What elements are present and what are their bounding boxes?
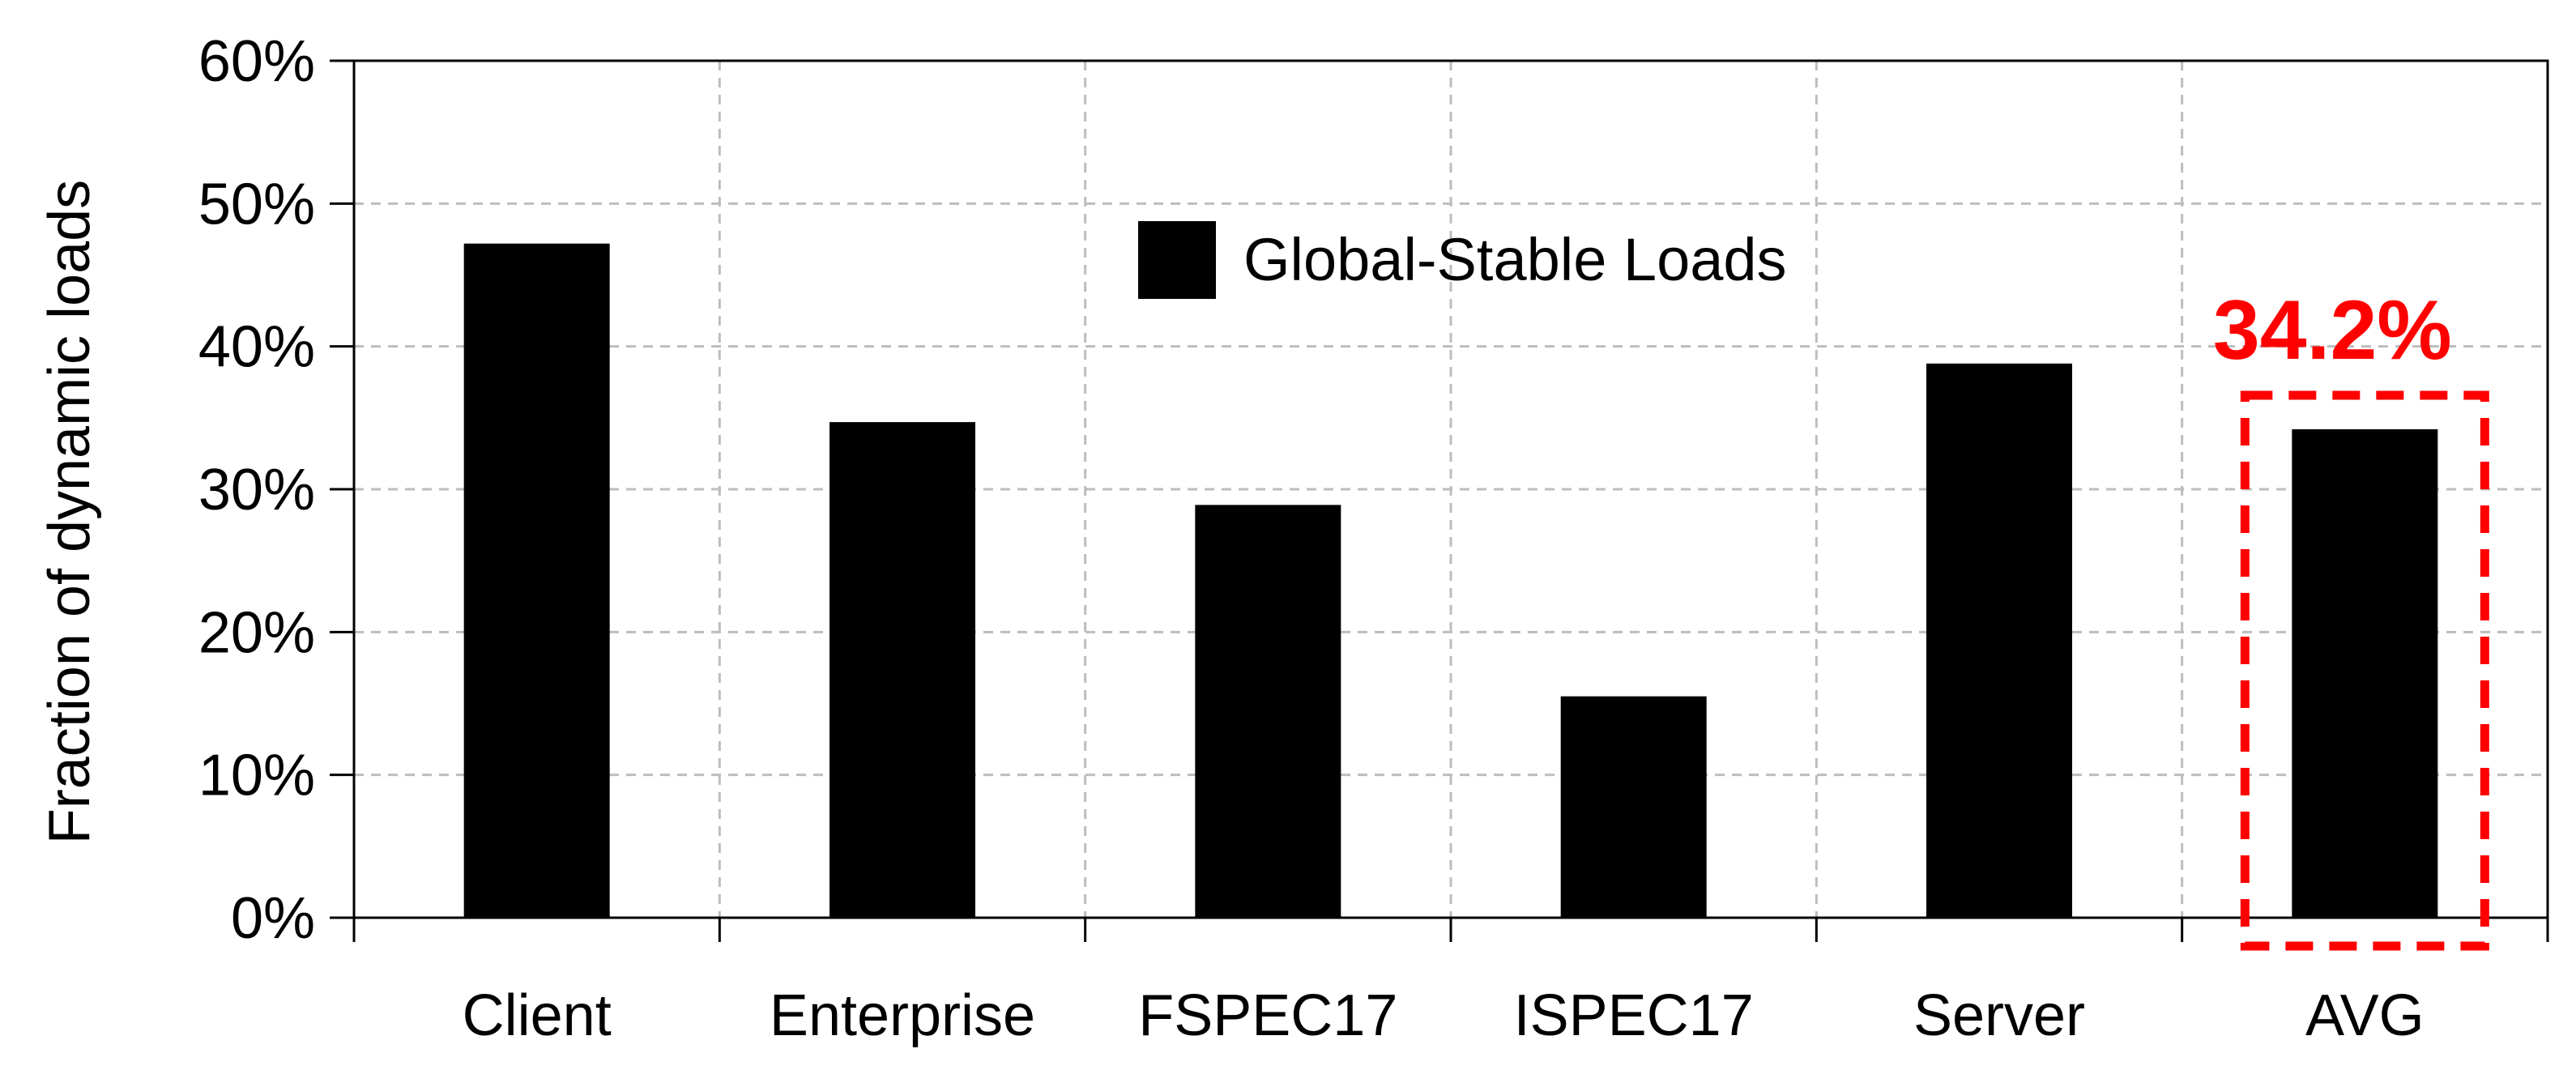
y-tick-label: 10%	[198, 744, 315, 808]
x-tick-label-ispec17: ISPEC17	[1514, 983, 1754, 1048]
bar-ispec17	[1560, 696, 1707, 918]
x-tick-label-fspec17: FSPEC17	[1138, 983, 1397, 1048]
grid-lines	[354, 61, 2548, 918]
bar-avg	[2292, 428, 2438, 918]
bar-fspec17	[1195, 505, 1341, 918]
bars	[463, 243, 2438, 918]
y-axis-title: Fraction of dynamic loads	[37, 180, 102, 844]
y-tick-label: 20%	[198, 600, 315, 665]
x-tick-label-server: Server	[1913, 983, 2085, 1048]
avg-callout-label: 34.2%	[2213, 283, 2452, 377]
bar-server	[1926, 363, 2072, 918]
y-tick-label: 50%	[198, 172, 315, 237]
legend-swatch	[1138, 221, 1216, 299]
x-tick-label-enterprise: Enterprise	[770, 983, 1035, 1048]
x-tick-label-avg: AVG	[2305, 983, 2425, 1048]
legend: Global-Stable Loads	[1138, 221, 1787, 299]
x-tick-label-client: Client	[463, 983, 612, 1048]
avg-callout: 34.2%	[2213, 283, 2489, 951]
x-ticks: Client Enterprise FSPEC17 ISPEC17 Server AVG	[352, 918, 2549, 1048]
y-tick-label: 40%	[198, 315, 315, 380]
bar-enterprise	[830, 422, 975, 918]
y-tick-label: 60%	[198, 29, 315, 94]
y-tick-label: 0%	[231, 886, 315, 951]
y-tick-label: 30%	[198, 458, 315, 522]
legend-label: Global-Stable Loads	[1243, 226, 1787, 293]
bar-client	[463, 243, 610, 918]
y-ticks: 0% 10% 20% 30% 40% 50% 60%	[198, 29, 354, 951]
